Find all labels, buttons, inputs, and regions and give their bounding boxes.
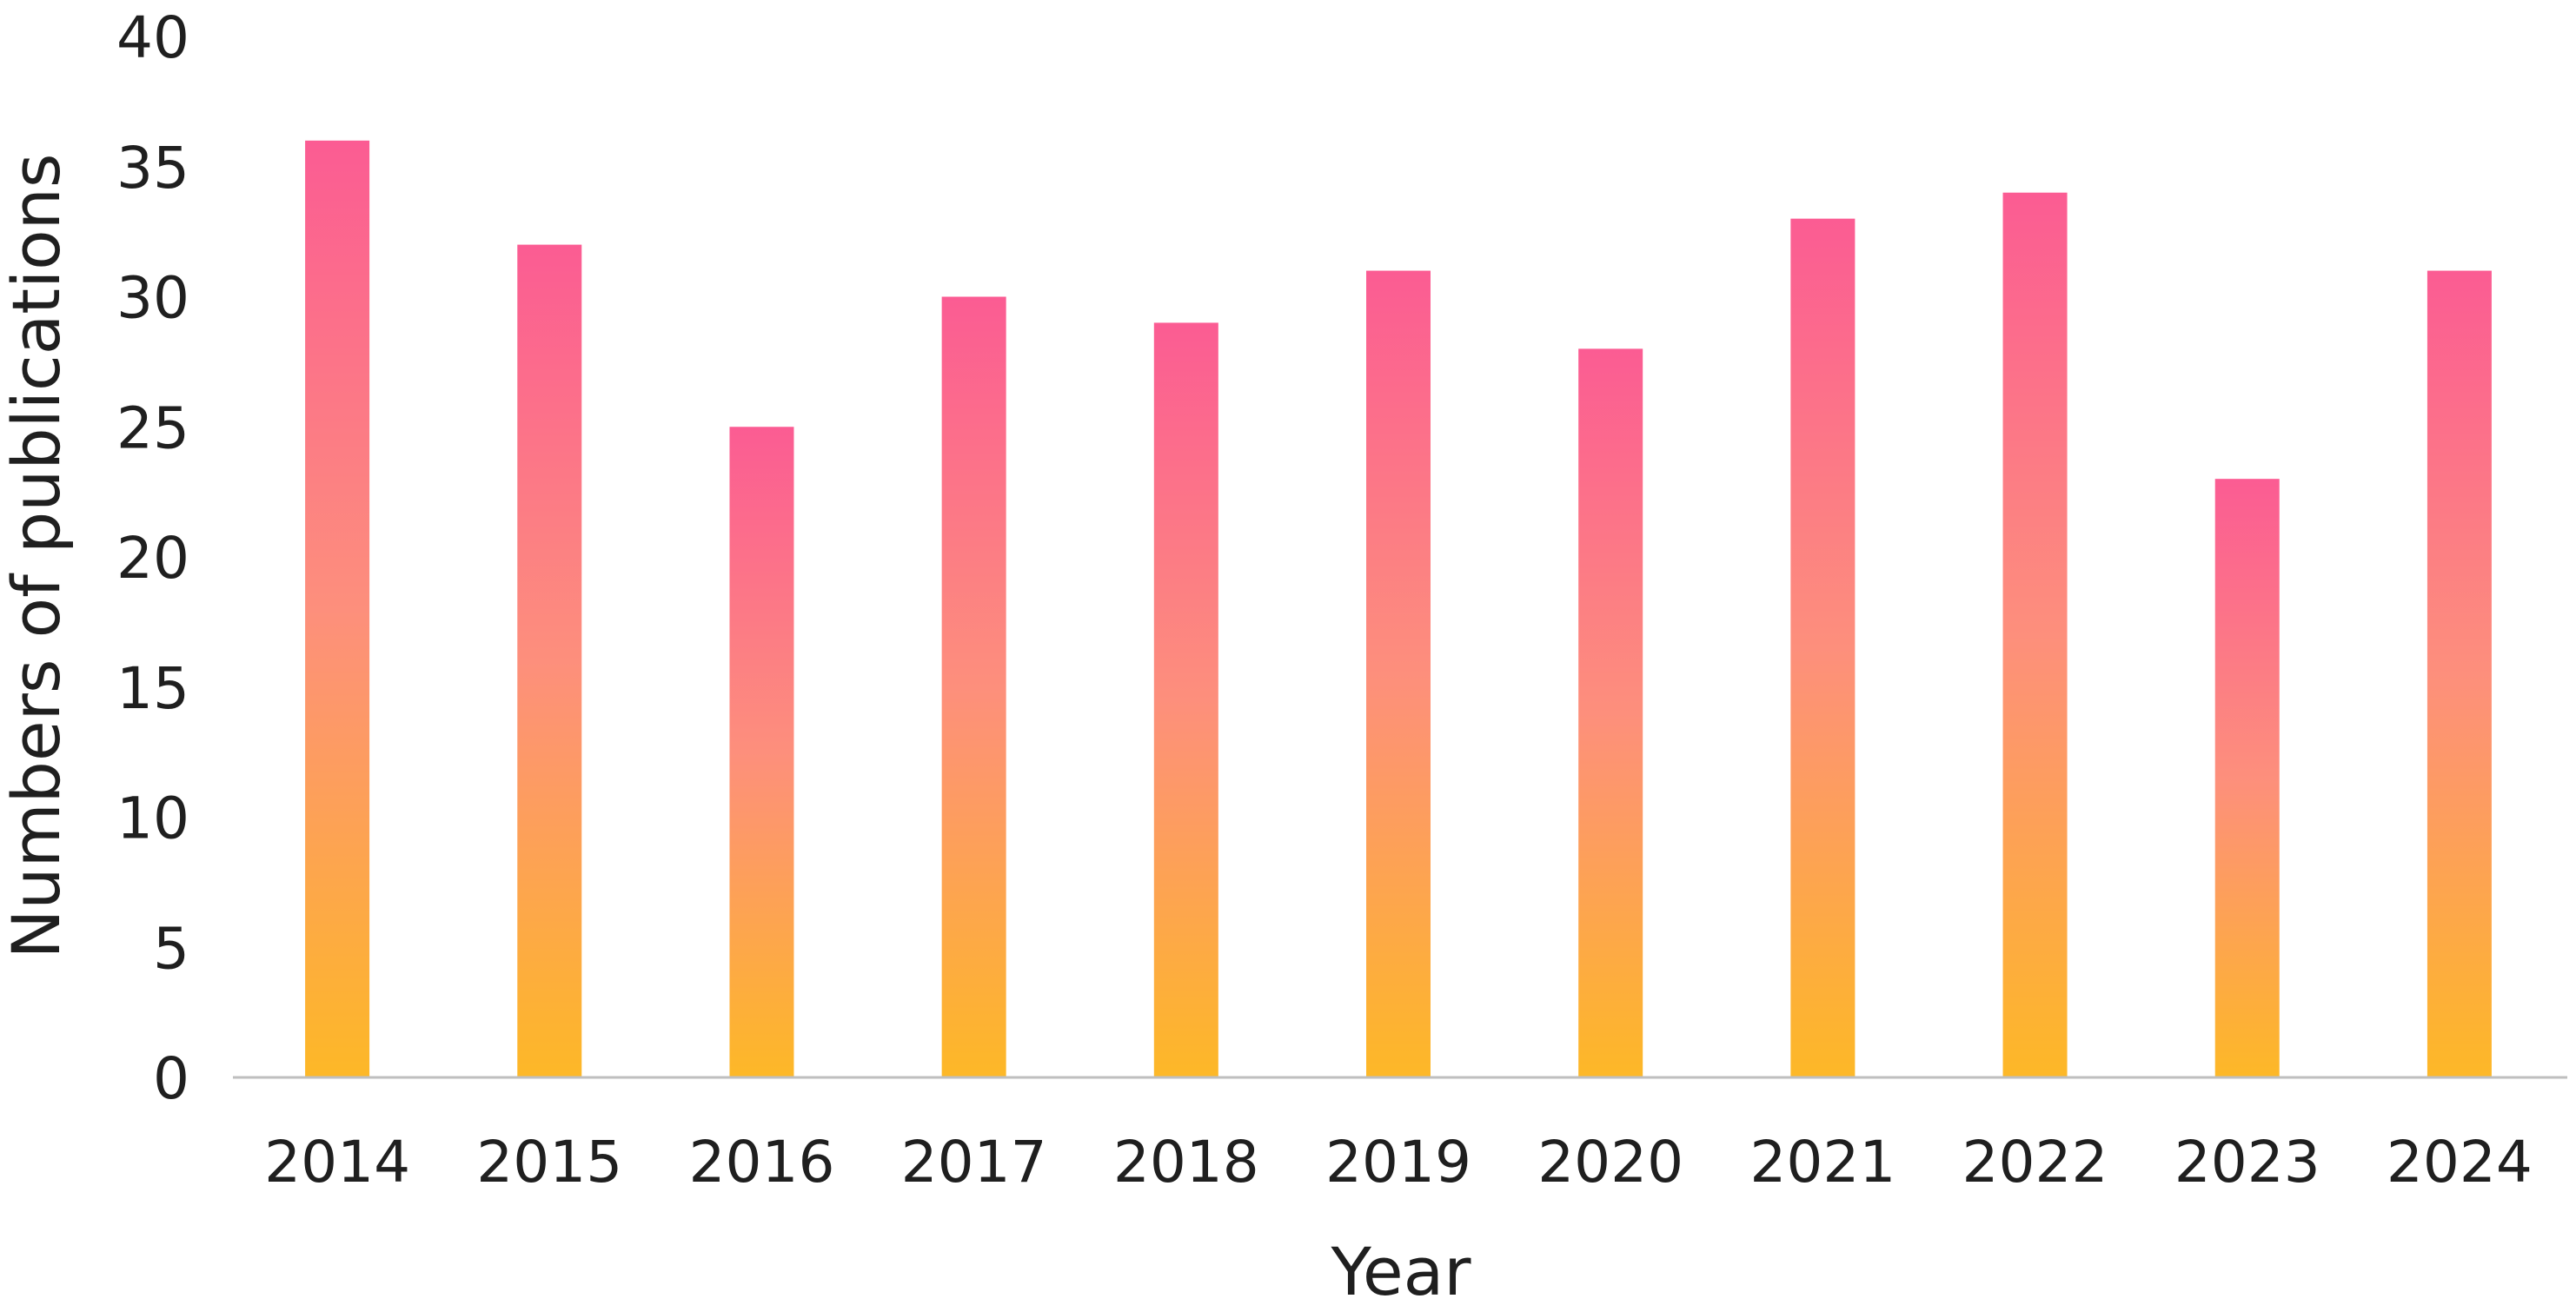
x-tick-label: 2023: [2174, 1129, 2320, 1196]
y-tick-label: 25: [116, 394, 189, 461]
x-axis-title: Year: [1331, 1233, 1472, 1310]
y-tick-label: 10: [116, 785, 189, 852]
bar-2024: [2427, 270, 2492, 1077]
x-tick-label: 2016: [688, 1129, 834, 1196]
y-tick-label: 30: [116, 265, 189, 332]
bar-2023: [2214, 479, 2280, 1077]
x-tick-label: 2020: [1537, 1129, 1683, 1196]
bar-2019: [1366, 270, 1431, 1077]
x-tick-label: 2014: [264, 1129, 410, 1196]
bar-2016: [729, 427, 794, 1077]
bar-2020: [1578, 348, 1643, 1077]
y-tick-label: 20: [116, 525, 189, 592]
y-axis-tick-labels: 0 5 10 15 20 25 30 35 40: [116, 4, 189, 1112]
bar-2021: [1790, 218, 1856, 1077]
bar-2017: [941, 296, 1006, 1077]
y-tick-label: 5: [153, 915, 189, 982]
x-tick-label: 2019: [1325, 1129, 1471, 1196]
y-tick-label: 35: [116, 135, 189, 202]
x-tick-label: 2022: [1962, 1129, 2108, 1196]
x-tick-label: 2018: [1113, 1129, 1259, 1196]
x-tick-label: 2021: [1749, 1129, 1895, 1196]
bar-2022: [2002, 192, 2068, 1077]
x-tick-label: 2017: [901, 1129, 1047, 1196]
y-axis-title: Numbers of publications: [0, 154, 75, 959]
bar-2014: [305, 140, 370, 1077]
bar-2018: [1153, 322, 1218, 1077]
bar-2015: [517, 244, 582, 1078]
x-tick-label: 2024: [2387, 1129, 2533, 1196]
bars-group: [305, 140, 2492, 1078]
y-tick-label: 15: [116, 655, 189, 722]
x-tick-label: 2015: [476, 1129, 622, 1196]
y-tick-label: 40: [116, 4, 189, 71]
x-axis-tick-labels: 2014 2015 2016 2017 2018 2019 2020 2021 2022 2023…: [264, 1129, 2533, 1196]
y-tick-label: 0: [153, 1045, 189, 1112]
